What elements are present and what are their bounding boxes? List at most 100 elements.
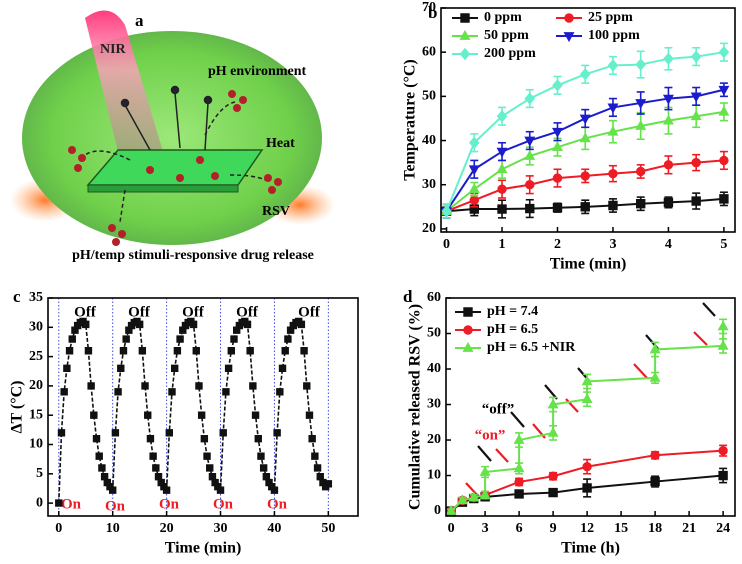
- marker: [284, 335, 292, 343]
- annotation: Off: [74, 304, 97, 320]
- marker: [246, 347, 254, 355]
- marker: [496, 110, 508, 123]
- marker: [254, 434, 262, 443]
- marker: [663, 197, 674, 208]
- marker: [469, 136, 480, 149]
- annotation: Off: [128, 304, 151, 320]
- marker: [87, 382, 95, 390]
- y-axis-label: Temperature (°C): [402, 59, 419, 180]
- legend-label: pH = 6.5: [487, 322, 538, 337]
- marker: [189, 320, 198, 329]
- x-tick-label: 3: [609, 237, 616, 252]
- marker: [718, 470, 728, 481]
- marker: [718, 45, 730, 59]
- x-tick-label: 21: [682, 521, 696, 536]
- annotation: Off: [298, 304, 321, 320]
- annotation: “on”: [475, 427, 506, 443]
- annotation: On: [61, 496, 82, 512]
- marker: [192, 347, 200, 355]
- y-tick-label: 5: [36, 466, 43, 481]
- marker: [497, 204, 507, 214]
- marker: [162, 486, 171, 494]
- y-tick-label: 20: [29, 378, 43, 393]
- y-axis-label: ΔT (°C): [9, 380, 26, 433]
- panel-label: c: [13, 287, 21, 306]
- marker: [564, 13, 574, 23]
- marker: [259, 464, 268, 472]
- marker: [635, 58, 646, 71]
- plot-frame: [440, 7, 736, 233]
- marker: [224, 364, 233, 373]
- marker: [513, 433, 525, 444]
- marker: [547, 398, 559, 409]
- y-tick-label: 30: [427, 397, 441, 412]
- marker: [122, 335, 130, 343]
- marker: [90, 411, 98, 419]
- marker: [468, 165, 480, 176]
- marker: [548, 471, 558, 481]
- marker: [524, 136, 536, 147]
- marker: [195, 382, 203, 390]
- marker: [552, 127, 563, 138]
- marker: [496, 147, 508, 158]
- marker: [547, 426, 559, 437]
- x-axis-label: Time (min): [550, 256, 627, 273]
- annotation: On: [267, 496, 288, 512]
- x-tick-label: 3: [482, 521, 489, 536]
- marker: [57, 429, 66, 437]
- x-tick-label: 1: [499, 237, 506, 252]
- marker: [662, 114, 674, 125]
- marker: [197, 411, 206, 419]
- x-tick-label: 15: [614, 521, 628, 536]
- y-tick-label: 0: [434, 503, 441, 518]
- marker: [582, 483, 592, 493]
- marker: [308, 434, 316, 443]
- marker: [607, 125, 619, 136]
- x-tick-label: 0: [443, 237, 450, 252]
- marker: [119, 347, 128, 355]
- y-tick-label: 0: [36, 495, 43, 510]
- marker: [203, 452, 211, 460]
- marker: [579, 132, 591, 143]
- marker: [297, 320, 306, 329]
- marker: [608, 200, 618, 211]
- marker: [479, 488, 491, 499]
- marker: [135, 320, 144, 329]
- marker: [300, 347, 308, 355]
- platform-side: [87, 184, 239, 193]
- annotation: On: [159, 496, 180, 512]
- platform: [86, 149, 264, 186]
- plot-frame: [47, 297, 359, 517]
- marker: [607, 59, 619, 72]
- y-tick-label: 40: [422, 133, 436, 148]
- x-tick-label: 4: [665, 237, 672, 252]
- marker: [718, 445, 728, 456]
- marker: [579, 68, 591, 81]
- marker: [582, 461, 592, 472]
- annotation: On: [105, 498, 126, 514]
- marker: [650, 450, 660, 460]
- marker: [95, 452, 103, 460]
- marker: [580, 202, 590, 212]
- legend-label: pH = 7.4: [487, 304, 538, 319]
- marker: [635, 166, 646, 177]
- y-tick-label: 50: [427, 326, 441, 341]
- marker: [690, 50, 702, 63]
- y-tick-label: 30: [29, 320, 43, 335]
- annotation: “off”: [482, 401, 515, 417]
- marker: [690, 110, 702, 121]
- drug-dots: [68, 90, 282, 246]
- x-tick-label: 2: [554, 237, 561, 252]
- marker: [548, 487, 558, 498]
- marker: [313, 464, 322, 472]
- marker: [114, 388, 122, 396]
- marker: [146, 434, 155, 443]
- marker: [152, 464, 160, 472]
- marker: [469, 195, 479, 205]
- marker: [496, 163, 508, 174]
- marker: [459, 29, 471, 40]
- marker: [445, 504, 457, 515]
- marker: [513, 462, 525, 473]
